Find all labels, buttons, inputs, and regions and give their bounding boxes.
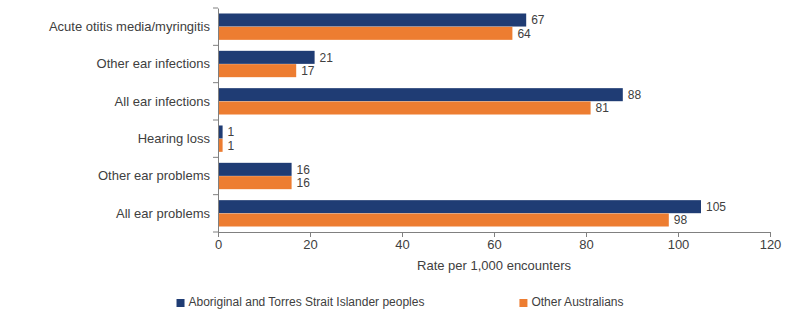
y-tick: All ear infections — [115, 93, 218, 108]
x-tick: 100 — [668, 232, 690, 252]
x-axis: 0 20 40 60 80 100 120 — [215, 232, 781, 252]
x-tick: 20 — [303, 232, 317, 252]
y-tick: Other ear problems — [98, 168, 218, 183]
bar — [218, 13, 526, 26]
y-separator — [213, 232, 218, 233]
y-separator — [213, 45, 218, 46]
legend-swatch — [177, 299, 185, 307]
bar — [218, 213, 669, 226]
y-separator — [213, 194, 218, 195]
x-tick-label: 60 — [487, 237, 501, 252]
legend-swatch — [519, 299, 527, 307]
x-tick-label: 80 — [579, 237, 593, 252]
bar — [218, 200, 701, 213]
data-label: 1 — [228, 125, 235, 139]
data-label: 67 — [531, 13, 545, 27]
x-tick: 40 — [395, 232, 409, 252]
y-tick-label: Other ear infections — [97, 56, 211, 71]
data-label: 88 — [628, 88, 642, 102]
legend-item: Other Australians — [519, 295, 623, 309]
x-tick-label: 40 — [395, 237, 409, 252]
data-label: 16 — [297, 176, 311, 190]
legend-item: Aboriginal and Torres Strait Islander pe… — [177, 295, 425, 309]
bars — [218, 13, 701, 226]
x-axis-title: Rate per 1,000 encounters — [417, 258, 571, 273]
x-tick-label: 20 — [303, 237, 317, 252]
x-tick: 120 — [760, 232, 782, 252]
data-label: 81 — [596, 101, 610, 115]
y-tick-label: All ear infections — [115, 93, 211, 108]
y-tick: Other ear infections — [97, 56, 218, 71]
x-tick-label: 100 — [668, 237, 690, 252]
x-tick-label: 0 — [215, 237, 222, 252]
y-axis-line — [218, 9, 219, 233]
y-separators — [213, 8, 218, 232]
data-label: 17 — [301, 64, 315, 78]
y-tick-label: Other ear problems — [98, 168, 210, 183]
bar — [218, 51, 315, 64]
y-tick-label: Hearing loss — [138, 131, 211, 146]
y-axis: Acute otitis media/myringitis Other ear i… — [49, 8, 219, 233]
x-tick-label: 120 — [760, 237, 782, 252]
bar — [218, 27, 512, 40]
legend-label: Other Australians — [531, 295, 623, 309]
data-label: 98 — [674, 213, 688, 227]
y-tick-label: All ear problems — [116, 205, 210, 220]
bar — [218, 88, 623, 101]
chart: 67 21 88 1 16 105 64 17 81 1 16 98 0 20 40 60 80 100 120 Ac… — [0, 0, 800, 324]
bar — [218, 101, 591, 114]
y-tick: Acute otitis media/myringitis — [49, 19, 218, 34]
y-separator — [213, 120, 218, 121]
data-label: 105 — [706, 200, 726, 214]
data-label: 16 — [297, 163, 311, 177]
data-label: 21 — [320, 51, 334, 65]
y-tick-label: Acute otitis media/myringitis — [49, 19, 211, 34]
y-separator — [213, 82, 218, 83]
y-separator — [213, 8, 218, 9]
plot: 67 21 88 1 16 105 64 17 81 1 16 98 0 20 40 60 80 100 120 Ac… — [49, 8, 781, 252]
data-label: 64 — [517, 27, 531, 41]
y-separator — [213, 157, 218, 158]
y-tick: All ear problems — [116, 205, 218, 220]
y-tick: Hearing loss — [138, 131, 218, 146]
data-label: 1 — [228, 139, 235, 153]
legend: Aboriginal and Torres Strait Islander pe… — [177, 295, 624, 309]
data-labels: 67 21 88 1 16 105 64 17 81 1 16 98 — [228, 13, 727, 227]
bar — [218, 176, 292, 189]
bar — [218, 64, 296, 77]
x-tick: 0 — [215, 232, 222, 252]
x-tick: 80 — [579, 232, 593, 252]
legend-label: Aboriginal and Torres Strait Islander pe… — [189, 295, 425, 309]
x-tick: 60 — [487, 232, 501, 252]
bar — [218, 163, 292, 176]
